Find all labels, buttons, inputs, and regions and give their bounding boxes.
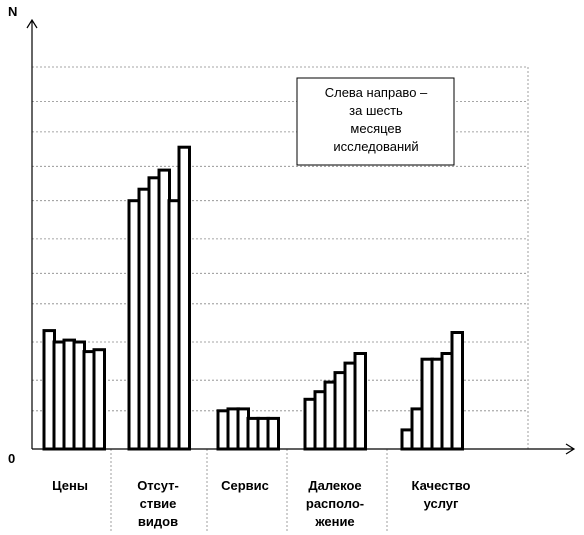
bar <box>266 416 280 451</box>
bar <box>92 348 106 451</box>
category-label: Цены <box>52 478 88 493</box>
category-label: Далекое располо-жение <box>306 478 364 529</box>
bars <box>42 145 464 451</box>
bar <box>177 145 191 451</box>
category-labels: Цены Отсут-ствие видов Сервис Далекое располо… <box>52 478 470 529</box>
y-axis-label: N <box>8 4 17 19</box>
category-separators <box>110 449 388 533</box>
category-label: Отсут-ствие видов <box>137 478 179 529</box>
y-axis <box>26 18 38 449</box>
bar-group <box>400 331 464 451</box>
category-label: Сервис <box>221 478 269 493</box>
bar-group <box>303 352 367 451</box>
bar-group <box>216 407 280 451</box>
bar-group <box>127 145 191 451</box>
x-axis <box>32 443 576 455</box>
category-label: Качество услуг <box>412 478 471 511</box>
y-axis-zero-label: 0 <box>8 451 15 466</box>
bar <box>450 331 464 451</box>
legend-note: Слева направо – за шесть месяцев исследован… <box>296 77 455 166</box>
legend-note-box <box>296 77 455 166</box>
bar-group <box>42 329 106 451</box>
bar <box>353 352 367 451</box>
legend-note-text: Слева направо – за шесть месяцев исследован… <box>325 85 428 154</box>
